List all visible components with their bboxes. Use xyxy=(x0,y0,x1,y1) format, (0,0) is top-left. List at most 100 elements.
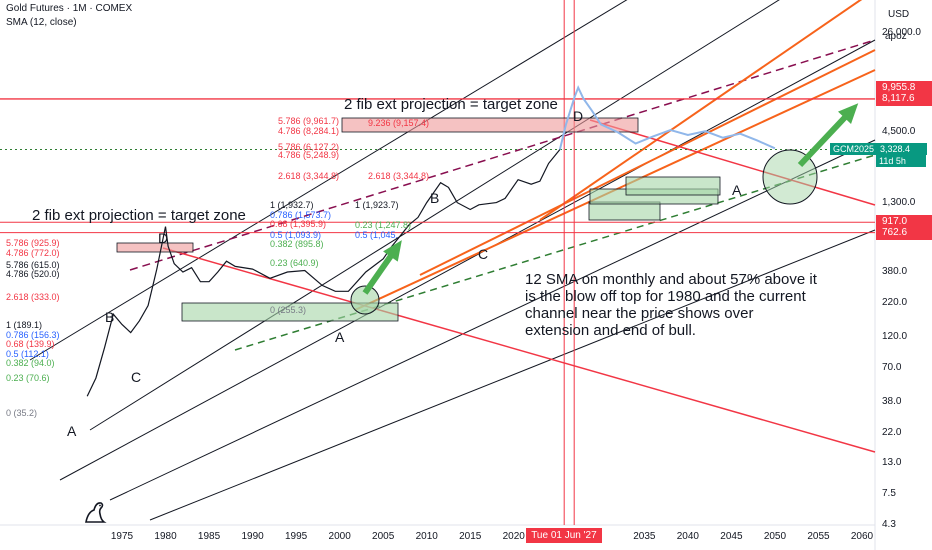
y-tick-label: 380.0 xyxy=(882,266,908,277)
fib-label-top: 4.786 (5,248.9) xyxy=(278,150,340,160)
fib-label-left: 4.786 (520.0) xyxy=(6,269,60,279)
red-trendline xyxy=(162,247,876,453)
last-price-value: 3,328.4 xyxy=(877,142,928,155)
fib-label-top: 5.786 (9,961.7) xyxy=(278,116,340,126)
annotation-target-zone-left[interactable]: 2 fib ext projection = target zone xyxy=(32,207,246,224)
x-tick-label: 2035 xyxy=(633,531,656,542)
fib-label-mid: 1 (1,932.7) xyxy=(270,200,314,210)
y-tick-label: 1,300.0 xyxy=(882,196,916,208)
channel-line xyxy=(109,139,876,501)
series-layer xyxy=(86,85,776,397)
fib-label-mid-2: 1 (1,923.7) xyxy=(355,200,399,210)
fib-label-mid: 0 (255.3) xyxy=(270,305,307,315)
y-tick-label: 26,000.0 xyxy=(882,27,921,39)
price-label-box[interactable]: 9,955.8 xyxy=(876,80,932,95)
channel-line xyxy=(59,39,876,481)
zone-box xyxy=(588,201,661,221)
zone-box xyxy=(181,302,399,322)
fib-label-top: 2.618 (3,344.8) xyxy=(278,171,340,181)
wave-label-a1: A xyxy=(67,423,77,439)
fib-label-mid: 0.382 (895.8) xyxy=(270,239,324,249)
last-price-symbol: GCM2025 xyxy=(830,142,878,155)
green-arrow-1-head xyxy=(383,240,402,262)
x-tick-label: 2040 xyxy=(676,531,699,542)
annotation-target-zone-top[interactable]: 2 fib ext projection = target zone xyxy=(344,96,558,113)
last-price-badge[interactable]: GCM2025 3,328.4 11d 5h xyxy=(830,142,928,167)
x-tick-label: 1990 xyxy=(241,531,264,542)
x-tick-label: 2010 xyxy=(415,531,438,542)
y-tick-label: 4,500.0 xyxy=(882,126,916,138)
orange-channel-line xyxy=(419,49,876,276)
fib-label-top: 4.786 (8,284.1) xyxy=(278,126,340,136)
price-label-box[interactable]: 762.6 xyxy=(876,225,932,240)
x-tick-label: 2045 xyxy=(720,531,743,542)
fib-label-left: 0.382 (94.0) xyxy=(6,358,55,368)
x-tick-label: 2005 xyxy=(372,531,395,542)
channel-line xyxy=(89,0,780,431)
drawing-layer xyxy=(0,0,876,550)
fib-label-left: 0.68 (139.9) xyxy=(6,339,55,349)
x-tick-label: 2015 xyxy=(459,531,482,542)
y-tick-label: 13.0 xyxy=(882,456,902,468)
wave-label-b2: B xyxy=(430,190,440,206)
highlight-circle xyxy=(350,285,380,315)
y-tick-label: 70.0 xyxy=(882,361,902,373)
projection-series-line xyxy=(558,85,776,150)
chart-title: Gold Futures · 1M · COMEX xyxy=(6,3,133,14)
indicator-label[interactable]: SMA (12, close) xyxy=(6,17,77,28)
red-trendline-2 xyxy=(589,119,876,206)
wave-label-a3: A xyxy=(732,182,742,198)
annotation-analysis-note[interactable]: 12 SMA on monthly and about 57% above it… xyxy=(525,271,817,339)
fib-label-mid: 0.23 (640.9) xyxy=(270,258,319,268)
green-arrow-1 xyxy=(362,248,398,295)
x-tick-label: 2050 xyxy=(763,531,787,542)
x-tick-label: 1985 xyxy=(197,531,221,542)
fib-label-left: 2.618 (333.0) xyxy=(6,292,60,302)
wave-label-d2: D xyxy=(573,108,584,124)
fib-label-left: 1 (189.1) xyxy=(6,320,43,330)
axis-scale-mode[interactable]: apoz xyxy=(885,31,907,42)
fib-label-mid: 0.5 (1,093.9) xyxy=(270,230,322,240)
orange-channel-line xyxy=(539,0,863,221)
y-tick-label: 7.5 xyxy=(882,487,896,499)
fib-label-mid: 0.68 (1,395.9) xyxy=(270,219,327,229)
countdown-label: 11d 5h xyxy=(876,154,926,167)
x-tick-label: 2055 xyxy=(807,531,830,542)
fib-label-top: 2.618 (3,344.8) xyxy=(368,171,430,181)
y-tick-label: 38.0 xyxy=(882,395,902,407)
fib-label-left: 0.5 (112.1) xyxy=(6,349,49,359)
y-tick-label: 120.0 xyxy=(882,331,908,343)
axis-currency[interactable]: USD xyxy=(888,9,910,20)
fib-label-mid-2: 0.5 (1,045. xyxy=(355,230,399,240)
wave-label-a2: A xyxy=(335,329,345,345)
x-tick-label: 1995 xyxy=(284,531,308,542)
fib-label-mid: 0.786 (1,573.7) xyxy=(270,210,332,220)
fib-label-left: 5.786 (615.0) xyxy=(6,260,60,270)
y-tick-label: 4.3 xyxy=(882,519,896,530)
x-tick-label: 2020 xyxy=(502,531,525,542)
x-tick-label: 2060 xyxy=(850,531,874,542)
wave-label-d1: D xyxy=(158,230,169,246)
fib-label-left: 0.786 (156.3) xyxy=(6,330,60,340)
wave-label-c1: C xyxy=(131,369,142,385)
channel-line xyxy=(29,0,628,361)
x-tick-label: 1975 xyxy=(110,531,134,542)
fib-label-top: 5.786 (6,127.2) xyxy=(278,142,340,152)
green-arrow-2-head xyxy=(838,103,859,124)
fib-label-top: 9.236 (9,157.4) xyxy=(368,118,430,128)
y-tick-label: 220.0 xyxy=(882,296,908,308)
crosshair-time-label: Tue 01 Jun '27 xyxy=(526,528,602,543)
zone-box xyxy=(116,242,194,253)
zone-box xyxy=(625,176,721,196)
price-label-box[interactable]: 8,117.6 xyxy=(876,92,932,107)
fib-label-left: 0.23 (70.6) xyxy=(6,373,50,383)
fib-label-left: 5.786 (925.9) xyxy=(6,238,60,248)
fib-label-left: 0 (35.2) xyxy=(6,408,38,418)
price-series-line xyxy=(86,149,561,397)
y-tick-label: 22.0 xyxy=(882,426,902,438)
x-tick-label: 1980 xyxy=(154,531,177,542)
green-arrow-2 xyxy=(797,109,853,168)
fib-label-mid-2: 0.23 (1,247.8) xyxy=(355,220,412,230)
wave-label-c2: C xyxy=(478,246,489,262)
